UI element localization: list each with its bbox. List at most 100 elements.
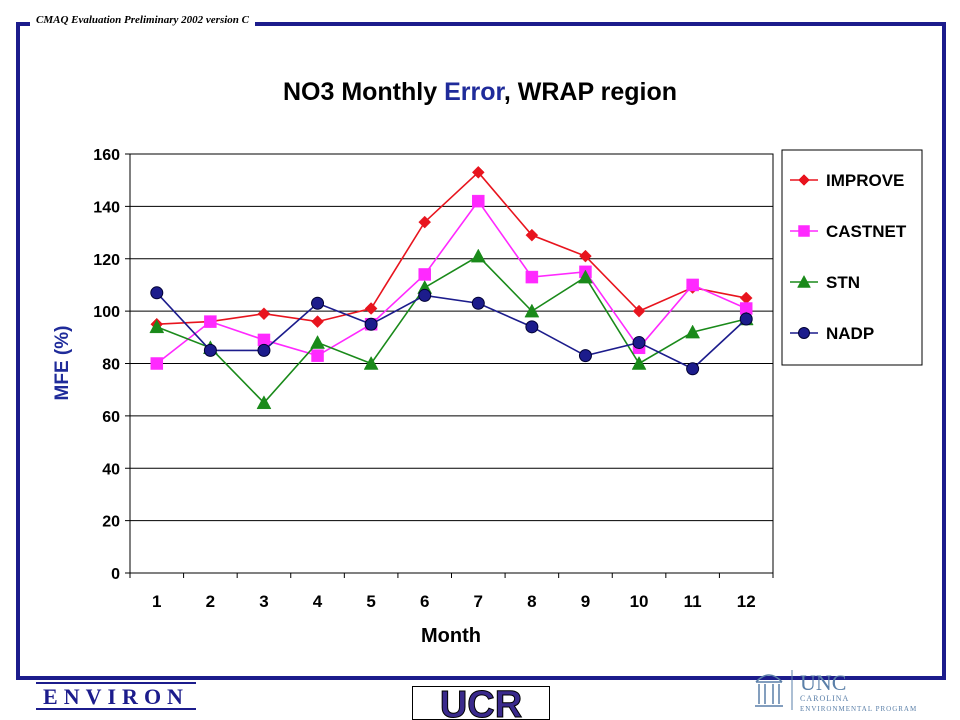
data-point-castnet-2 [204,315,217,328]
data-point-castnet-6 [418,268,431,281]
legend-marker-improve [798,174,810,186]
data-point-stn-1 [149,319,165,334]
chart-title-part-1: Error [444,78,505,106]
data-point-nadp-9 [578,349,592,363]
legend-marker-stn [797,274,811,288]
y-tick-label-40: 40 [102,461,120,478]
x-axis-ticks: 1 2 3 4 5 6 7 8 9 10 11 12 [129,573,774,611]
data-point-nadp-10 [632,336,646,350]
frame-bottom-border [16,676,946,680]
legend-item-improve: IMPROVE [790,171,904,190]
frame-right-border [942,22,946,680]
legend-item-stn: STN [790,273,860,292]
unc-logo-main: UNC [800,670,846,695]
y-tick-label-80: 80 [102,357,120,374]
unc-logo-line1: CAROLINA [800,694,849,703]
chart-title-part-0: NO3 Monthly [283,78,444,106]
series-line-improve [156,171,747,326]
x-tick-label-12: 12 [737,592,756,611]
y-tick-label-100: 100 [93,304,120,321]
series-line-castnet [156,199,747,365]
x-tick-label-11: 11 [684,592,702,611]
legend-label-improve: IMPROVE [826,171,904,190]
y-tick-label-140: 140 [93,199,120,216]
data-point-nadp-11 [686,362,700,376]
chart-grid [130,205,773,522]
data-point-stn-5 [363,355,379,370]
data-point-stn-10 [631,355,647,370]
legend-marker-nadp [798,327,810,339]
chart: NO3 Monthly Error, WRAP region 020406080… [52,78,923,647]
environ-logo: ENVIRON [36,682,196,710]
data-point-stn-7 [470,248,486,263]
data-point-improve-7 [471,165,485,179]
x-tick-label-1: 1 [152,592,161,611]
data-point-improve-12 [739,291,753,305]
x-tick-label-10: 10 [630,592,649,611]
series-layer [149,165,754,410]
legend-item-nadp: NADP [790,324,874,343]
y-tick-label-160: 160 [93,147,120,164]
legend-marker-castnet [798,225,810,237]
data-point-nadp-7 [471,296,485,310]
x-tick-label-9: 9 [581,592,590,611]
data-point-improve-6 [418,215,432,229]
series-improve [150,165,753,331]
ucr-logo: UCR [412,686,550,720]
x-tick-label-5: 5 [366,592,375,611]
x-axis-label: Month [421,625,481,647]
data-point-stn-4 [310,335,325,349]
frame-top-border [16,22,946,26]
y-tick-label-60: 60 [102,409,120,426]
unc-logo: UNC CAROLINA ENVIRONMENTAL PROGRAM [755,670,917,713]
data-point-nadp-5 [364,317,378,331]
legend-label-castnet: CASTNET [826,222,907,241]
chart-title: NO3 Monthly Error, WRAP region [283,78,677,106]
legend-item-castnet: CASTNET [790,222,907,241]
environ-logo-text: ENVIRON [43,684,189,709]
y-tick-label-20: 20 [102,514,120,531]
x-tick-label-3: 3 [259,592,268,611]
legend-label-nadp: NADP [826,324,874,343]
data-point-stn-8 [524,303,540,318]
data-point-improve-10 [632,304,646,318]
data-point-nadp-1 [150,286,164,300]
frame-left-border [16,22,20,680]
x-tick-label-6: 6 [420,592,429,611]
data-point-castnet-1 [150,357,164,370]
series-line-stn [156,255,747,404]
series-stn [149,248,754,410]
data-point-nadp-4 [311,296,325,310]
x-tick-label-8: 8 [527,592,536,611]
x-tick-label-2: 2 [206,592,215,611]
data-point-nadp-8 [525,320,539,334]
data-point-improve-5 [364,302,378,315]
data-point-nadp-12 [739,312,753,326]
series-castnet [150,194,753,370]
x-tick-label-7: 7 [474,592,483,611]
legend: IMPROVE CASTNET STN NADP [790,171,907,343]
data-point-stn-3 [256,395,272,410]
series-line-nadp [156,292,747,370]
data-point-improve-9 [579,249,592,263]
header-label: CMAQ Evaluation Preliminary 2002 version… [30,14,255,26]
data-point-castnet-7 [472,194,485,208]
old-well-icon [755,674,783,707]
data-point-improve-3 [257,307,271,321]
data-point-stn-9 [578,269,593,284]
data-point-nadp-3 [257,343,271,357]
y-axis-ticks: 0 20 40 60 80 100 120 140 160 [93,147,130,583]
y-axis-label: MFE (%) [52,326,73,401]
unc-logo-line2: ENVIRONMENTAL PROGRAM [800,705,917,713]
data-point-castnet-4 [311,349,324,362]
chart-title-part-2: , WRAP region [504,78,677,106]
x-tick-label-4: 4 [313,592,323,611]
data-point-improve-8 [525,228,539,242]
legend-label-stn: STN [826,273,860,292]
y-tick-label-120: 120 [93,252,120,269]
data-point-castnet-8 [525,270,539,284]
data-point-stn-11 [685,324,701,339]
data-point-nadp-2 [203,343,217,357]
series-nadp [150,286,753,376]
data-point-improve-4 [311,315,324,328]
